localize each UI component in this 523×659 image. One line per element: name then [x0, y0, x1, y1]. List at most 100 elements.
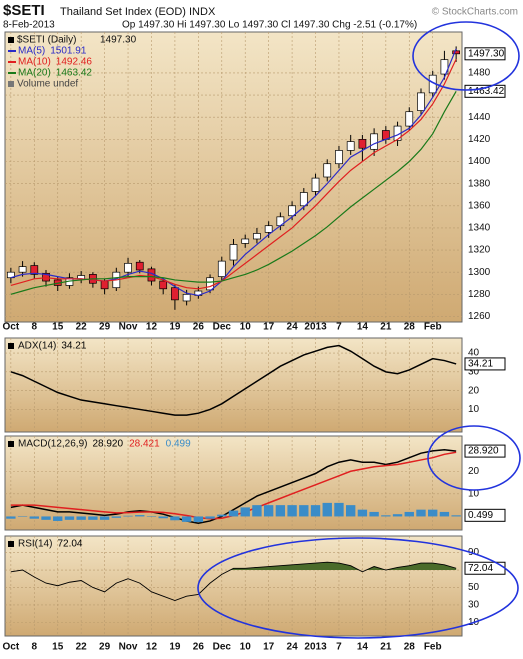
- candle-body: [135, 261, 144, 271]
- histogram-bar: [252, 505, 262, 517]
- y-tick-label: 1420: [468, 134, 491, 145]
- candle-body: [18, 266, 27, 273]
- symbol: $SETI: [3, 2, 45, 19]
- candle-body: [417, 92, 425, 111]
- histogram-bar: [158, 516, 168, 519]
- candle-body: [182, 293, 191, 302]
- value-box: [464, 444, 506, 458]
- candle-body: [229, 244, 238, 261]
- legend-marker: [8, 541, 14, 547]
- credit: © StockCharts.com: [432, 7, 518, 18]
- candle-body: [358, 139, 367, 149]
- date: 8-Feb-2013: [3, 20, 55, 31]
- x-tick-label: 28: [404, 322, 416, 333]
- histogram-bar: [111, 516, 122, 518]
- value-box: [464, 508, 506, 522]
- legend-value: 34.21: [61, 341, 86, 352]
- hand-drawn-circle: [427, 425, 521, 491]
- y-tick-label: 40: [468, 348, 480, 359]
- x-tick-label: 29: [99, 322, 111, 333]
- histogram-bar: [123, 515, 133, 517]
- x-tick-label: Feb: [424, 642, 442, 653]
- histogram-bar: [88, 516, 98, 520]
- candle-body: [452, 50, 461, 55]
- candle-body: [311, 177, 320, 192]
- legend-label: MA(5): [18, 46, 45, 57]
- legend-label: ADX(14): [18, 341, 56, 352]
- candle-body: [323, 163, 332, 178]
- y-tick-label: 20: [468, 385, 480, 396]
- histogram-bar: [228, 510, 239, 517]
- x-tick-label: 2013: [304, 642, 327, 653]
- x-tick-label: 21: [380, 322, 392, 333]
- candle-body: [30, 265, 39, 275]
- x-tick-label: 8: [32, 642, 38, 653]
- legend-value: 28.920: [92, 439, 123, 450]
- legend-value: 1463.42: [56, 68, 93, 79]
- histogram-bar: [29, 516, 39, 519]
- x-tick-label: Oct: [3, 322, 20, 333]
- histogram-bar: [240, 507, 250, 517]
- histogram-bar: [135, 515, 145, 517]
- value-box: [464, 84, 506, 98]
- histogram-bar: [170, 516, 180, 521]
- candle-body: [288, 205, 296, 217]
- candle-body: [253, 233, 261, 240]
- x-tick-label: 2013: [304, 322, 327, 333]
- histogram-bar: [99, 516, 110, 520]
- legend-value: 1501.91: [50, 46, 87, 57]
- y-tick-label: 1400: [468, 156, 491, 167]
- histogram-bar: [17, 516, 28, 517]
- instrument-name: Thailand Set Index (EOD) INDX: [60, 6, 216, 18]
- annotations: [197, 21, 521, 639]
- legend-label: Volume undef: [17, 79, 78, 90]
- series-line: [10, 344, 457, 416]
- histogram-bar: [181, 516, 192, 522]
- candle-body: [206, 277, 214, 291]
- histogram-bar: [392, 514, 403, 517]
- x-tick-label: 12: [146, 322, 158, 333]
- histogram-bar: [64, 516, 75, 520]
- legend-value: 1497.30: [100, 35, 137, 46]
- legend-marker: [8, 81, 14, 87]
- value-box-label: 28.920: [468, 446, 499, 457]
- x-tick-label: 19: [169, 642, 181, 653]
- candle-body: [346, 141, 355, 151]
- x-tick-label: 26: [193, 322, 205, 333]
- quote: Op 1497.30 Hi 1497.30 Lo 1497.30 Cl 1497…: [122, 20, 417, 31]
- series-line: [10, 561, 457, 602]
- x-tick-label: 28: [404, 642, 416, 653]
- y-tick-label: 20: [468, 466, 480, 477]
- y-tick-label: 1360: [468, 200, 491, 211]
- candle-body: [405, 111, 414, 127]
- histogram-bar: [275, 505, 286, 517]
- legend-marker: [8, 343, 14, 349]
- legend-marker: [8, 441, 14, 447]
- y-tick-label: 10: [468, 488, 480, 499]
- histogram-bar: [6, 516, 16, 519]
- panel-background: [4, 535, 463, 637]
- legend-value: 1492.46: [56, 57, 93, 68]
- legend-value: 0.499: [166, 439, 191, 450]
- y-tick-label: 1280: [468, 289, 491, 300]
- x-tick-label: 15: [52, 642, 64, 653]
- value-box: [464, 357, 506, 371]
- x-tick-label: 12: [146, 642, 158, 653]
- candle-body: [299, 192, 308, 207]
- x-tick-label: 26: [193, 642, 205, 653]
- candle-body: [264, 225, 273, 233]
- candle-body: [159, 280, 168, 290]
- x-tick-label: 17: [263, 642, 275, 653]
- y-tick-label: 1440: [468, 112, 491, 123]
- histogram-bar: [217, 514, 227, 517]
- legend-value: 72.04: [57, 539, 82, 550]
- y-tick-label: 1380: [468, 178, 491, 189]
- histogram-bar: [451, 515, 461, 517]
- x-tick-label: 17: [263, 322, 275, 333]
- y-tick-label: 1260: [468, 311, 491, 322]
- histogram-bar: [369, 511, 379, 517]
- histogram-bar: [299, 505, 309, 517]
- histogram-bar: [334, 502, 344, 517]
- legend-marker: [8, 37, 14, 43]
- x-tick-label: 22: [76, 642, 88, 653]
